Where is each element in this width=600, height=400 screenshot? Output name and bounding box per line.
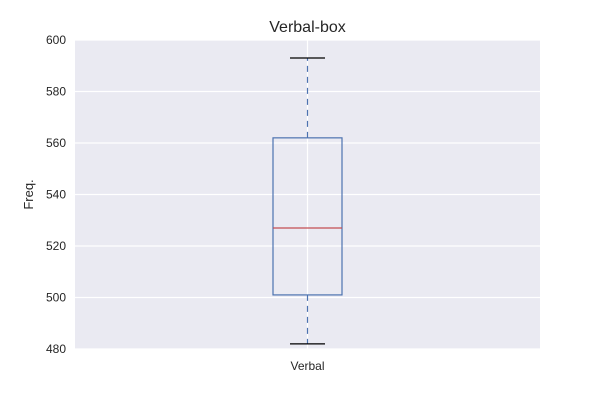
box-verbal [272,57,343,345]
chart-title: Verbal-box [269,19,346,36]
y-tick-label: 560 [46,136,66,150]
y-tick-label: 540 [46,188,66,202]
y-tick-label: 580 [46,85,66,99]
y-tick-label: 480 [46,342,66,356]
y-axis-ticks: 480 500 520 540 560 580 600 [46,33,66,356]
y-tick-label: 500 [46,291,66,305]
iqr-box [272,137,343,296]
box-plot-series [272,57,343,345]
x-axis-ticks: Verbal [290,359,324,373]
y-tick-label: 600 [46,33,66,47]
y-axis-label: Freq. [21,179,36,209]
x-tick-label: Verbal [290,359,324,373]
y-tick-label: 520 [46,239,66,253]
